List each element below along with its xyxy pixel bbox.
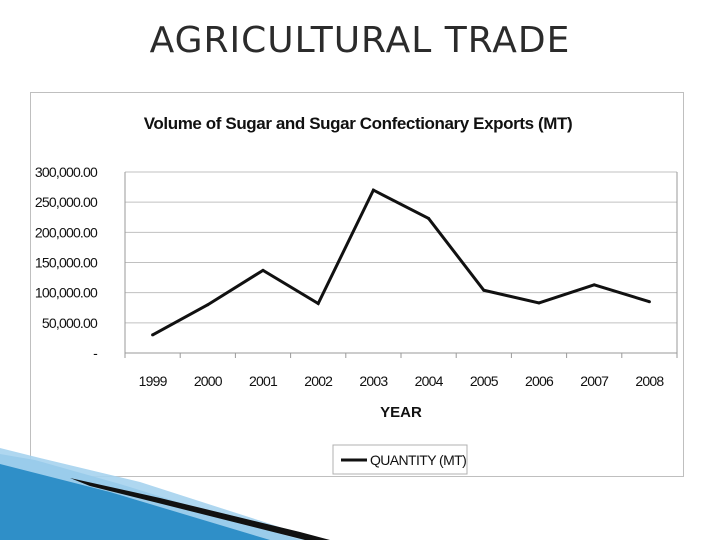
x-tick-label: 2004 [415,373,444,389]
data-point [537,301,541,305]
line-chart: Volume of Sugar and Sugar Confectionary … [35,114,678,475]
x-tick-label: 2005 [470,373,499,389]
data-point [151,333,155,337]
x-tick-label: 2006 [525,373,554,389]
swoosh-light-band [0,448,320,540]
swoosh-dark-band [70,478,330,540]
y-tick-label: 100,000.00 [35,285,98,301]
chart-title: Volume of Sugar and Sugar Confectionary … [144,114,572,133]
y-tick-label: 300,000.00 [35,164,98,180]
x-tick-label: 2003 [359,373,388,389]
x-tick-label: 1999 [139,373,168,389]
data-point [261,268,265,272]
y-tick-label: 200,000.00 [35,224,98,240]
data-point [206,303,210,307]
data-point [592,283,596,287]
y-tick-label: 250,000.00 [35,194,98,210]
x-tick-label: 2000 [194,373,223,389]
x-tick-label: 2001 [249,373,278,389]
chart-container: Volume of Sugar and Sugar Confectionary … [30,92,684,477]
y-tick-label: - [93,345,98,361]
decorative-swoosh [0,448,330,540]
x-axis-label: YEAR [380,404,422,421]
slide-title: AGRICULTURAL TRADE [149,20,571,61]
data-point [482,288,486,292]
y-tick-label: 50,000.00 [42,315,98,331]
legend: QUANTITY (MT) [332,444,468,475]
x-tick-label: 2007 [580,373,609,389]
data-point [371,188,375,192]
x-tick-label: 2002 [304,373,333,389]
data-point [427,216,431,220]
data-point [647,300,651,304]
legend-label: QUANTITY (MT) [370,452,466,468]
series-line-quantity [151,188,650,337]
x-tick-label: 2008 [635,373,664,389]
data-point [316,302,320,306]
y-tick-label: 150,000.00 [35,255,98,271]
